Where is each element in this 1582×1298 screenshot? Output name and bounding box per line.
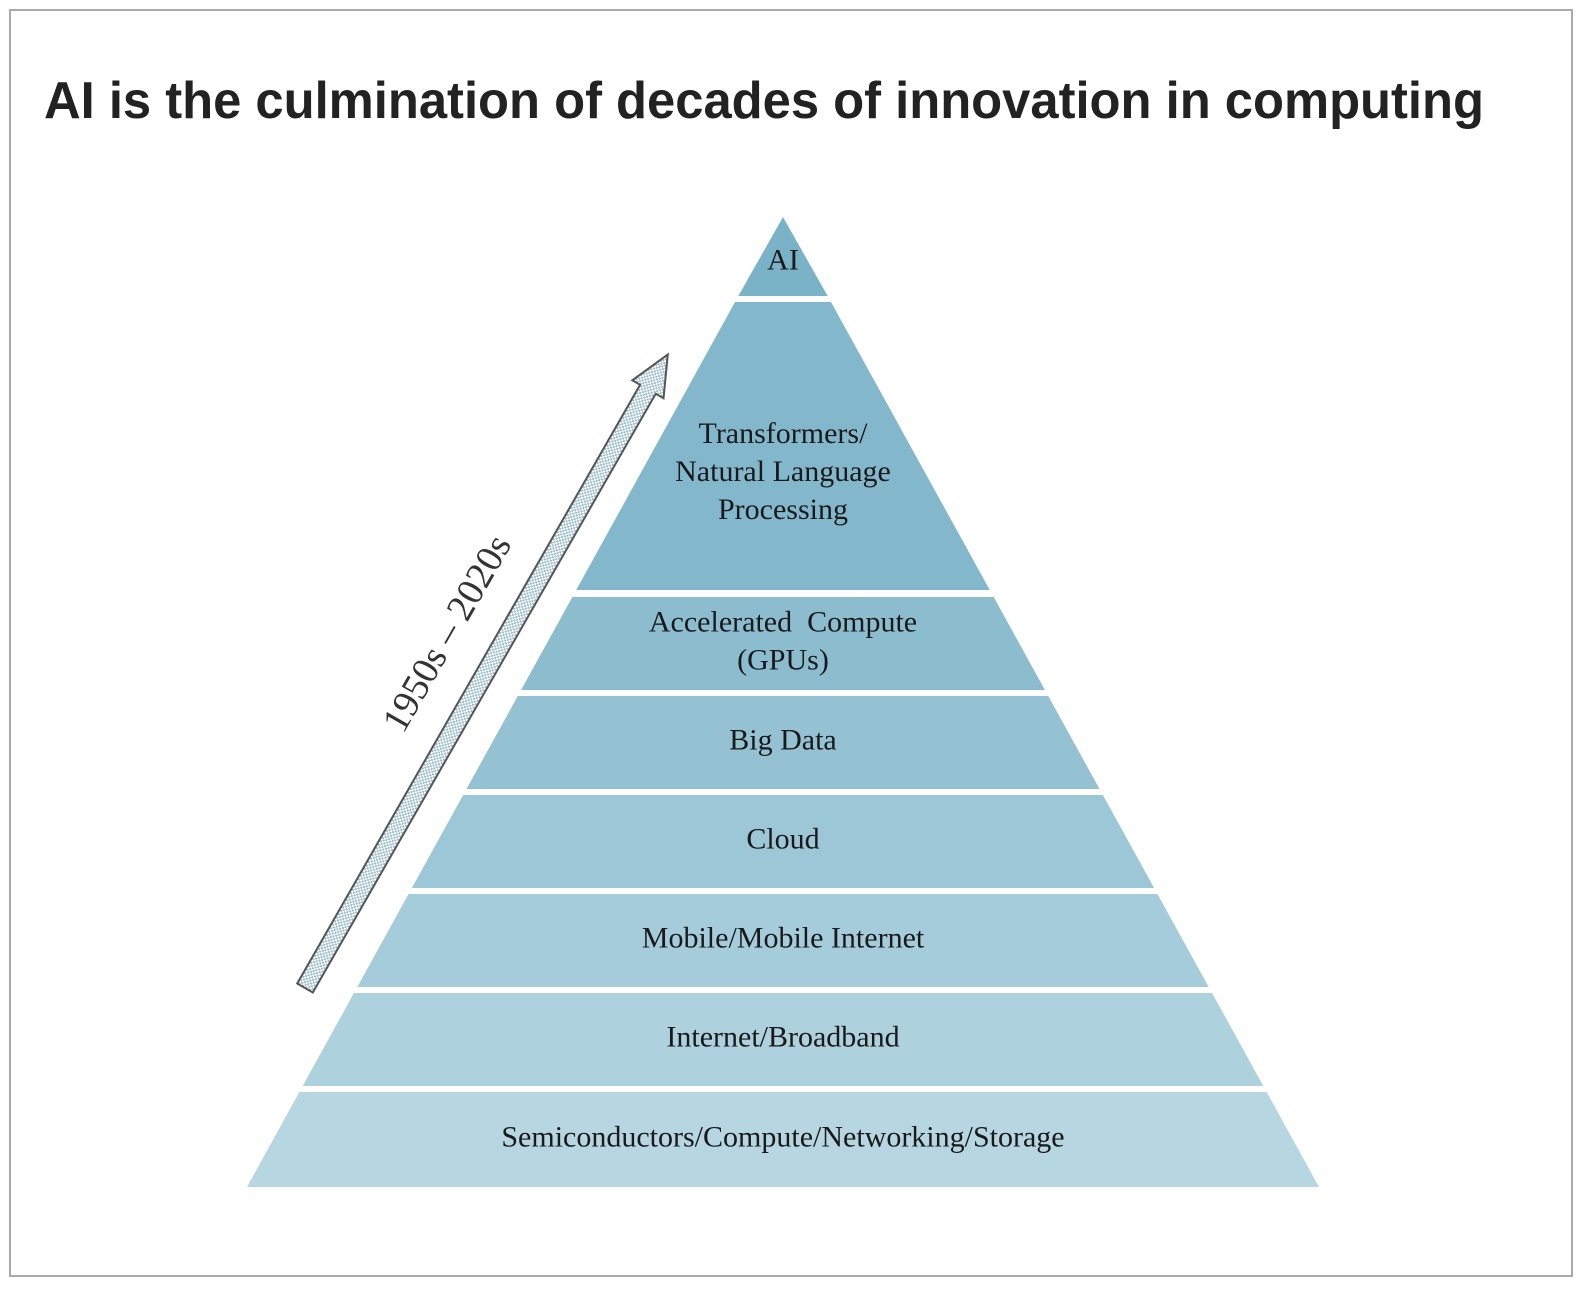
layer-label: Processing (718, 493, 848, 526)
pyramid: AI Transformers/Natural Language Processin… (247, 217, 1319, 1187)
layer-label: Big Data (729, 723, 836, 756)
arrow-shape (295, 352, 670, 994)
layer-label: Accelerated Compute (649, 605, 917, 638)
time-arrow (295, 352, 670, 994)
layer-label: Natural Language (675, 455, 891, 488)
pyramid-layer (357, 894, 1209, 987)
pyramid-layer (302, 993, 1264, 1086)
pyramid-layer (738, 217, 828, 296)
pyramid-layer (576, 302, 990, 590)
layer-label: AI (767, 243, 799, 276)
layer-label: Semiconductors/Compute/Networking/Storag… (501, 1120, 1064, 1153)
pyramid-layer (247, 1092, 1319, 1187)
pyramid-layer (466, 696, 1100, 789)
layer-label: Mobile/Mobile Internet (642, 921, 925, 954)
pyramid-layer (521, 597, 1045, 690)
title: AI is the culmination of decades of inno… (44, 72, 1484, 130)
layer-label: Cloud (746, 822, 819, 855)
layer-label: Internet/Broadband (666, 1020, 899, 1053)
layer-label: Transformers/ (699, 417, 869, 450)
layer-label: (GPUs) (737, 643, 829, 676)
pyramid-layer (411, 795, 1155, 888)
